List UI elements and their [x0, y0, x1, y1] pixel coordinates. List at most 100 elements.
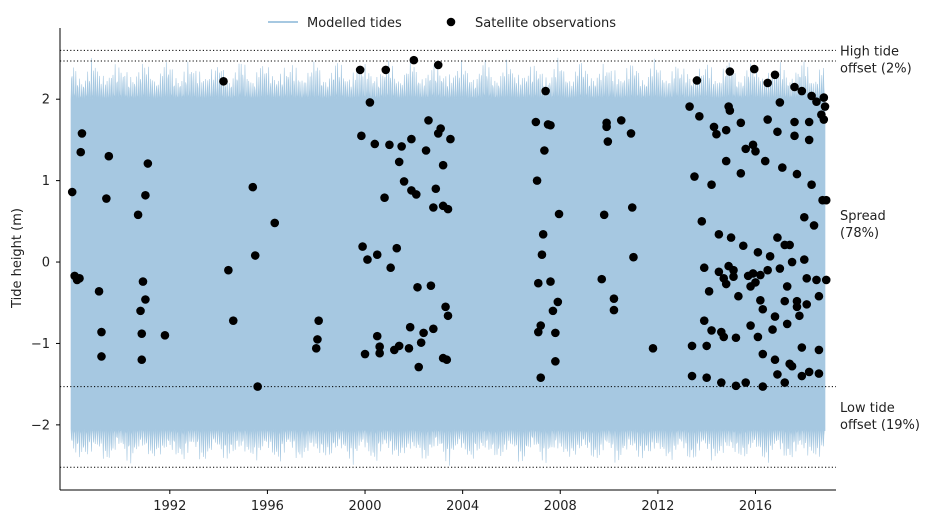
observation-point: [97, 352, 106, 361]
observation-point: [821, 195, 831, 205]
x-tick-label: 1992: [153, 499, 186, 514]
observation-point: [804, 117, 814, 127]
observation-point: [714, 267, 724, 277]
observation-point: [819, 115, 829, 124]
observation-point: [313, 335, 322, 344]
observation-point: [355, 65, 365, 75]
observation-point: [411, 190, 421, 199]
annotation-text: High tide: [840, 44, 899, 59]
observation-point: [380, 193, 389, 203]
observation-point: [224, 265, 233, 275]
observation-point: [392, 243, 402, 253]
observation-point: [546, 277, 555, 286]
observation-point: [756, 270, 765, 280]
observation-point: [438, 160, 448, 170]
observation-point: [397, 142, 406, 151]
observation-point: [821, 275, 831, 285]
observation-point: [137, 355, 147, 365]
legend-observed-swatch: [446, 17, 456, 27]
annotations-layer: High tide offset (2%) Spread (78%) Low tide o…: [840, 44, 920, 433]
observation-point: [407, 134, 416, 144]
observation-point: [812, 97, 821, 106]
observation-point: [797, 371, 807, 381]
observation-point: [531, 117, 541, 127]
annotation-text: Low tide: [840, 401, 895, 416]
y-axis-title: Tide height (m): [10, 208, 25, 309]
observation-point: [404, 344, 414, 353]
x-tick-label: 2004: [446, 499, 479, 514]
observation-point: [609, 294, 619, 303]
observation-point: [748, 140, 758, 150]
observation-point: [802, 274, 812, 283]
observation-point: [773, 233, 782, 242]
observation-point: [436, 124, 445, 133]
observation-point: [753, 247, 763, 257]
observation-point: [160, 331, 170, 340]
observation-point: [726, 233, 736, 242]
observation-point: [375, 342, 384, 352]
observation-point: [360, 349, 370, 359]
observation-point: [736, 118, 746, 128]
observation-point: [363, 255, 372, 264]
observation-point: [719, 332, 729, 342]
x-tick-label: 2012: [641, 499, 674, 514]
observation-point: [358, 242, 367, 251]
observation-point: [409, 55, 419, 65]
observation-point: [799, 255, 809, 264]
observation-point: [394, 341, 404, 351]
observation-point: [609, 305, 619, 315]
x-tick-label: 2000: [348, 499, 381, 514]
observation-point: [629, 252, 638, 262]
annotation-text: Spread: [840, 209, 886, 224]
observation-point: [749, 64, 759, 74]
x-tick-label: 2016: [739, 499, 772, 514]
observation-point: [797, 86, 807, 96]
modelled-tides-band: [70, 57, 826, 466]
observation-point: [753, 332, 763, 342]
observation-point: [536, 321, 546, 330]
observation-point: [627, 203, 637, 212]
observation-point: [133, 210, 143, 220]
observation-point: [386, 263, 395, 273]
observation-point: [77, 129, 87, 138]
observation-point: [807, 180, 816, 189]
observation-point: [770, 70, 780, 80]
modelled-tides-layer: [70, 57, 826, 466]
observation-point: [431, 184, 441, 194]
observation-point: [717, 378, 726, 387]
observation-point: [446, 134, 455, 144]
observation-point: [97, 327, 106, 337]
observation-point: [67, 187, 77, 197]
observation-point: [414, 362, 424, 372]
observation-point: [532, 176, 542, 185]
observation-point: [782, 282, 792, 291]
observation-point: [314, 316, 323, 325]
observation-point: [429, 203, 438, 212]
observation-point: [372, 331, 382, 341]
legend: Modelled tides Satellite observations: [268, 16, 616, 31]
observation-point: [775, 264, 785, 273]
observation-point: [94, 287, 104, 296]
observation-point: [143, 159, 153, 168]
observation-point: [597, 274, 607, 284]
observation-point: [792, 302, 802, 312]
observation-point: [102, 194, 111, 203]
observation-point: [250, 251, 260, 260]
observation-point: [416, 338, 426, 347]
observation-point: [141, 190, 150, 200]
observation-point: [536, 373, 546, 382]
observation-point: [768, 325, 777, 334]
observation-point: [399, 177, 409, 186]
observation-point: [687, 341, 697, 351]
observation-point: [648, 344, 658, 353]
observation-point: [699, 263, 709, 273]
observation-point: [787, 257, 797, 267]
observation-point: [426, 281, 436, 290]
annotation-text: offset (19%): [840, 418, 920, 433]
observation-point: [790, 82, 799, 92]
observation-point: [429, 324, 438, 334]
observation-point: [765, 252, 775, 261]
observation-point: [820, 102, 830, 111]
observation-point: [804, 135, 814, 145]
